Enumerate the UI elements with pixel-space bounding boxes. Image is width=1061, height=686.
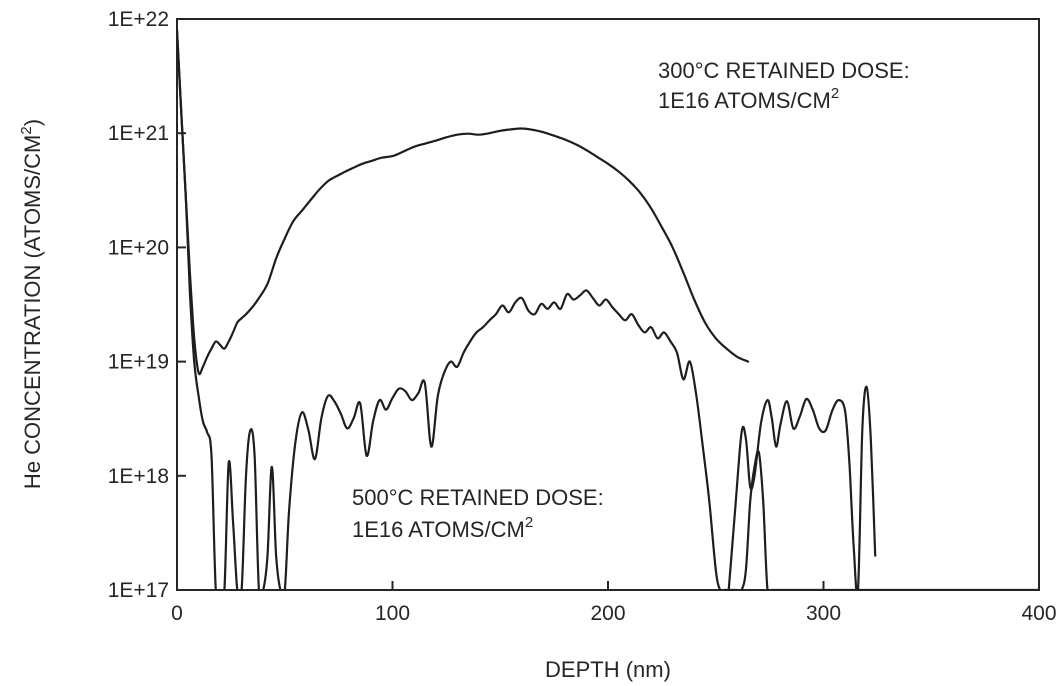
x-tick-label-4: 400: [1021, 602, 1056, 625]
series-line-2: [727, 385, 877, 590]
y-tick-label-0: 1E+22: [108, 8, 169, 31]
annotation-300c-line1: 300°C RETAINED DOSE:: [658, 58, 910, 83]
annotation-300c-line2-main: 1E16 ATOMS/CM: [658, 88, 831, 113]
x-axis-title: DEPTH (nm): [545, 657, 671, 682]
y-tick-label-5: 1E+17: [108, 579, 169, 602]
series-layer: [177, 29, 1039, 590]
y-axis-ticks: 1E+22 1E+21 1E+20 1E+19 1E+18 1E+17: [108, 8, 186, 602]
y-tick-label-2: 1E+20: [108, 236, 169, 259]
annotation-500c-line2-superscript: 2: [525, 514, 533, 531]
x-tick-label-2: 200: [590, 602, 625, 625]
annotation-300c-line2-superscript: 2: [831, 85, 839, 102]
series-line-0: [177, 29, 750, 376]
x-tick-label-3: 300: [806, 602, 841, 625]
x-tick-label-0: 0: [171, 602, 183, 625]
y-axis-title-main: He CONCENTRATION (ATOMS/CM: [20, 135, 45, 489]
annotation-500c-line2: 1E16 ATOMS/CM2: [352, 514, 533, 542]
annotation-300c-line2: 1E16 ATOMS/CM2: [658, 85, 839, 113]
y-tick-label-1: 1E+21: [108, 122, 169, 145]
annotation-500c-line1: 500°C RETAINED DOSE:: [352, 485, 604, 510]
x-tick-label-1: 100: [375, 602, 410, 625]
annotation-500c-line2-main: 1E16 ATOMS/CM: [352, 517, 525, 542]
y-axis-title-superscript: 2: [18, 126, 35, 134]
y-tick-label-3: 1E+19: [108, 351, 169, 374]
plot-frame: [176, 18, 1040, 591]
series-line-1: [177, 29, 1039, 590]
y-tick-label-4: 1E+18: [108, 465, 169, 488]
x-axis-ticks: 0 100 200 300 400: [171, 581, 1057, 625]
y-axis-title: He CONCENTRATION (ATOMS/CM2): [18, 119, 45, 489]
y-axis-title-close: ): [20, 119, 45, 126]
